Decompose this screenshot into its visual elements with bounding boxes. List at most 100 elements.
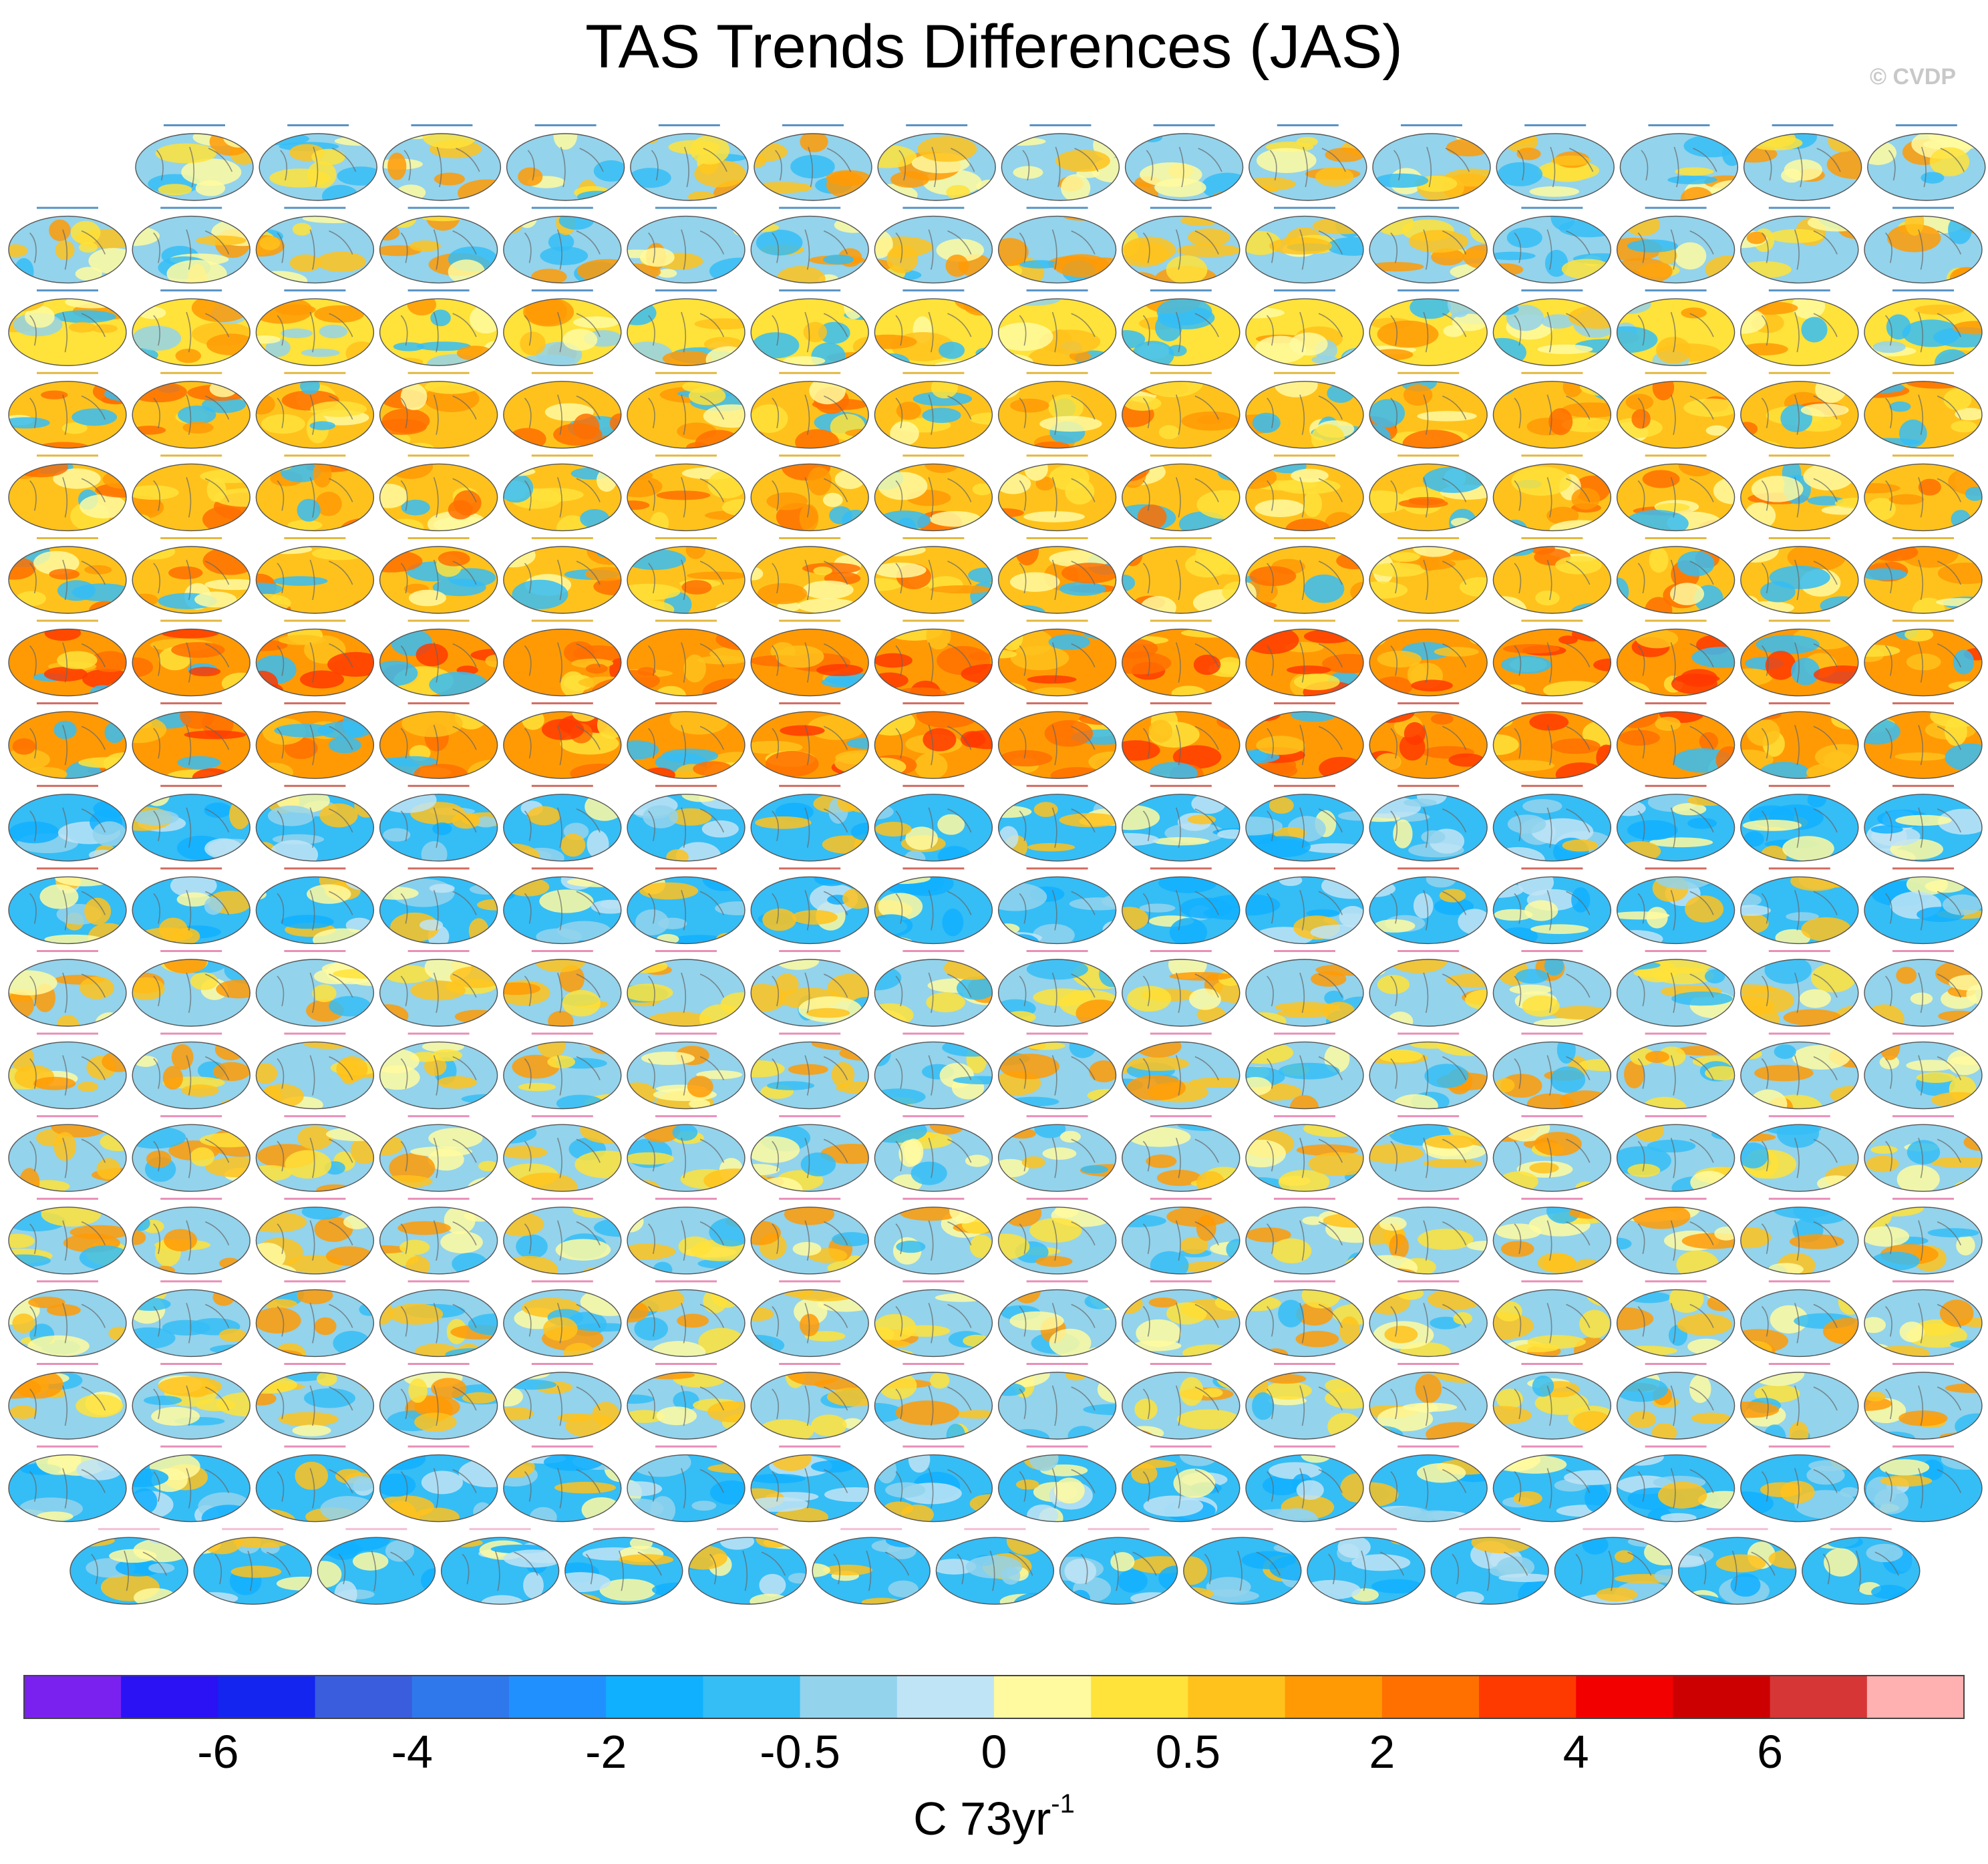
map-panel (1122, 1445, 1240, 1523)
panel-caption (655, 1032, 717, 1035)
map-panel (1864, 206, 1983, 284)
map-panel (812, 1528, 931, 1605)
map-panel (1616, 537, 1735, 614)
map-panel (1616, 784, 1735, 862)
panel-caption (779, 619, 841, 622)
panel-caption (1274, 1280, 1335, 1283)
colorbar-swatch (1381, 1676, 1480, 1718)
panel-caption (1274, 784, 1335, 787)
map-panel (132, 1363, 251, 1440)
panel-caption (1274, 1445, 1335, 1448)
map-panel (132, 702, 251, 779)
panel-caption (407, 289, 470, 292)
map-panel (750, 371, 869, 449)
map-panel (1122, 1280, 1240, 1358)
panel-caption (469, 1528, 531, 1531)
panel-caption (1892, 1363, 1954, 1365)
panel-caption (1521, 1280, 1583, 1283)
map-panel (8, 454, 127, 532)
map-panel (750, 1197, 869, 1275)
panel-caption (1645, 619, 1707, 622)
panel-caption (531, 1445, 593, 1448)
map-panel (1864, 1115, 1983, 1192)
panel-caption (1645, 702, 1707, 705)
panel-caption (1274, 371, 1335, 374)
map-panel (997, 1032, 1117, 1110)
panel-caption (655, 1445, 717, 1448)
panel-caption (284, 537, 346, 539)
map-panel (997, 950, 1117, 1027)
panel-caption (902, 537, 965, 539)
map-panel (1864, 1197, 1983, 1275)
map-panel (1740, 1280, 1859, 1358)
map-panel (8, 867, 127, 945)
panel-caption (1026, 1115, 1088, 1118)
map-panel (255, 1115, 375, 1192)
panel-caption (1211, 1528, 1273, 1531)
panel-caption (37, 454, 98, 457)
panel-caption (1768, 1115, 1830, 1118)
map-panel (1369, 206, 1488, 284)
map-panel (874, 1032, 993, 1110)
map-panel (259, 124, 377, 201)
map-panel (627, 784, 746, 862)
panel-caption (1274, 206, 1335, 209)
map-panels-grid (8, 124, 1986, 1605)
panel-caption (1521, 1032, 1583, 1035)
chart-title: TAS Trends Differences (JAS) (585, 13, 1403, 81)
map-panel (874, 1363, 993, 1440)
map-panel (132, 784, 251, 862)
map-panel (1740, 784, 1859, 862)
panel-caption (407, 619, 470, 622)
panel-caption (1274, 702, 1335, 705)
map-panel (8, 371, 127, 449)
panel-caption (164, 124, 225, 126)
map-panel (255, 1197, 375, 1275)
map-panel (1245, 1115, 1364, 1192)
panel-caption (37, 619, 98, 622)
panel-caption (1892, 537, 1954, 539)
panel-caption (1150, 867, 1212, 870)
panel-caption (1277, 124, 1339, 126)
panel-caption (902, 784, 965, 787)
map-panel (630, 124, 749, 201)
panel-caption (1768, 1197, 1830, 1200)
panel-caption (531, 371, 593, 374)
panel-caption (779, 371, 841, 374)
panel-caption (1026, 289, 1088, 292)
panel-caption (160, 784, 222, 787)
panel-caption (1397, 206, 1460, 209)
map-panel (132, 1445, 251, 1523)
map-panel (69, 1528, 188, 1605)
map-panel (255, 619, 375, 697)
map-panel (627, 206, 746, 284)
panel-caption (160, 1363, 222, 1365)
map-panel (1122, 1363, 1240, 1440)
panel-caption (284, 619, 346, 622)
panel-caption (658, 124, 720, 126)
panel-caption (1521, 289, 1583, 292)
map-panel (627, 867, 746, 945)
panel-caption (1645, 289, 1707, 292)
map-panel (255, 537, 375, 614)
map-panel (997, 867, 1117, 945)
panel-caption (407, 1032, 470, 1035)
panel-caption (1892, 1115, 1954, 1118)
colorbar-swatch (1866, 1676, 1965, 1718)
panel-caption (531, 289, 593, 292)
panel-caption (534, 124, 597, 126)
map-panel (1369, 1363, 1488, 1440)
map-panel (1743, 124, 1862, 201)
map-panel (255, 1280, 375, 1358)
map-panel (8, 1445, 127, 1523)
map-panel (1492, 867, 1612, 945)
panel-caption (284, 1363, 346, 1365)
colorbar-swatch (1188, 1676, 1286, 1718)
panel-caption (1397, 1445, 1460, 1448)
map-panel (1369, 784, 1488, 862)
map-panel (1616, 702, 1735, 779)
panel-caption (902, 289, 965, 292)
panel-caption (1274, 1032, 1335, 1035)
map-panel (1492, 619, 1612, 697)
panel-caption (37, 1363, 98, 1365)
